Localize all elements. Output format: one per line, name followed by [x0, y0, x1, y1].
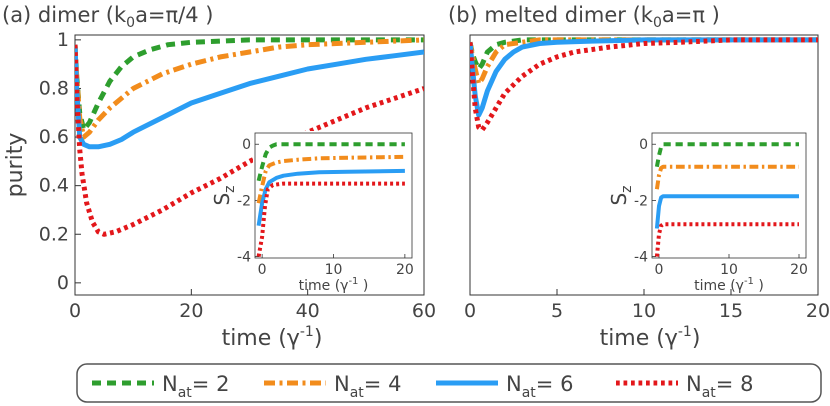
panel-a-y-tick-label: 0.6: [39, 126, 69, 148]
panel-b-x-axis-label: time (γ-1): [600, 324, 701, 351]
legend-label-blue: Nat= 6: [506, 372, 573, 401]
panel-a-x-tick-label: 20: [179, 300, 203, 322]
panel-b-series-green: [470, 37, 818, 72]
panel-a-x-tick-label: 0: [69, 300, 81, 322]
panel-b-x-tick-label: 0: [464, 300, 476, 322]
panel-b-inset-series-green: [654, 142, 799, 168]
panel-a-y-axis-label: purity: [3, 133, 28, 198]
panel-b-series-orange: [470, 37, 818, 87]
panel-b-inset-x-tick-label: 0: [655, 262, 664, 278]
legend-item-green: Nat= 2: [92, 372, 229, 401]
panel-a: (a) dimer (k0a=π/4 ) 0 20 40 60 0 0.2 0.4 0.6 0.…: [2, 3, 436, 351]
legend-item-blue: Nat= 6: [436, 372, 573, 401]
panel-a-inset-x-tick-label: 0: [258, 262, 267, 278]
panel-a-inset-series-orange: [256, 154, 405, 204]
legend-label-orange: Nat= 4: [334, 372, 401, 401]
panel-a-inset-x-label: time (γ-1 ): [299, 276, 369, 294]
panel-b-x-tick-label: 5: [551, 300, 563, 322]
panel-b-inset-y-label: Sz: [607, 185, 635, 205]
panel-b-inset-y-tick-label: -2: [634, 193, 648, 209]
panel-b-series-blue: [470, 37, 818, 118]
legend-item-orange: Nat= 4: [264, 372, 401, 401]
panel-b-plot-area: 0 5 10 15 20 0 10 20 0 -2 -4 time (γ-1 ) Sz: [464, 34, 830, 322]
panel-a-y-tick-label: 0.8: [39, 77, 69, 99]
panel-a-inset-series-red: [256, 181, 405, 257]
panel-a-y-tick-label: 1: [57, 29, 69, 51]
panel-a-title: (a) dimer (k0a=π/4 ): [2, 3, 213, 31]
panel-b-inset-y-tick-label: -4: [634, 250, 648, 266]
panel-b-inset-x-tick-label: 10: [720, 262, 738, 278]
panel-a-series-blue: [75, 44, 424, 150]
panel-b-inset-series-blue: [654, 194, 799, 229]
panel-a-inset-x-tick-label: 20: [396, 262, 414, 278]
panel-a-x-tick-label: 60: [412, 300, 436, 322]
panel-a-inset-background: [253, 131, 414, 260]
panel-b-x-tick-label: 15: [719, 300, 743, 322]
panel-b-inset-y-tick-label: 0: [639, 137, 648, 153]
panel-a-inset-y-tick-label: -4: [237, 250, 251, 266]
panel-b-inset-x-tick-label: 20: [790, 262, 808, 278]
panel-b-title: (b) melted dimer (k0a=π ): [448, 3, 720, 31]
panel-a-y-tick-label: 0: [57, 272, 69, 294]
panel-a-inset-series-blue: [256, 168, 405, 227]
panel-b-x-tick-label: 10: [632, 300, 656, 322]
legend: Nat= 2 Nat= 4 Nat= 6 Nat= 8: [76, 363, 822, 403]
panel-a-x-tick-label: 40: [296, 300, 320, 322]
panel-b-series-red: [470, 37, 818, 133]
panel-a-series-red: [75, 44, 424, 237]
panel-b-inset-x-label: time (γ-1 ): [694, 276, 764, 294]
panel-b: (b) melted dimer (k0a=π ) 0 5 10 15 200 10 200…: [448, 3, 830, 351]
legend-item-red: Nat= 8: [616, 372, 753, 401]
panel-a-inset-series-green: [256, 142, 405, 182]
panel-a-x-axis-label: time (γ-1): [222, 324, 323, 351]
panel-a-series-orange: [75, 37, 424, 140]
panel-a-frame: [74, 34, 425, 296]
panel-a-inset: 0 10 20 0 -2 -4 time (γ-1 ) Sz: [210, 131, 414, 294]
panel-a-y-tick-label: 0.2: [39, 223, 69, 245]
panel-a-y-tick-label: 0.4: [39, 175, 69, 197]
panel-b-inset-series-orange: [654, 164, 799, 190]
legend-label-green: Nat= 2: [162, 372, 229, 401]
panel-a-inset-y-tick-label: 0: [242, 137, 251, 153]
panel-a-inset-x-tick-label: 10: [325, 262, 343, 278]
panel-b-x-tick-label: 20: [806, 300, 830, 322]
legend-label-red: Nat= 8: [686, 372, 753, 401]
panel-a-inset-y-label: Sz: [210, 185, 238, 205]
panel-a-inset-y-tick-label: -2: [237, 193, 251, 209]
panel-b-inset-series-red: [654, 222, 799, 257]
panel-b-inset: 0 10 20 0 -2 -4 time (γ-1 ) Sz: [607, 131, 808, 294]
